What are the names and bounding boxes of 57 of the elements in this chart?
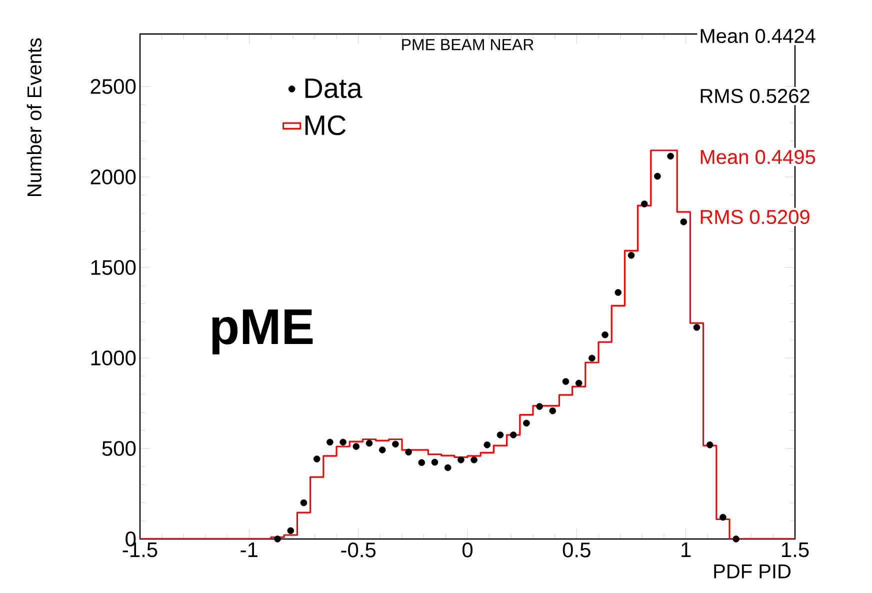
- point: [470, 456, 478, 464]
- point: [523, 420, 530, 427]
- point: [352, 443, 360, 450]
- legend-label: MC: [305, 115, 346, 136]
- annotation: RMS 0.5209: [700, 210, 810, 224]
- y-tick-label: 500: [102, 441, 136, 456]
- x-tick-label: 0: [462, 542, 473, 558]
- point: [667, 152, 674, 160]
- point: [287, 527, 294, 534]
- point: [628, 252, 635, 259]
- point: [720, 514, 726, 521]
- annotation: RMS 0.5262: [700, 88, 810, 104]
- x-tick-label: -1: [240, 542, 258, 557]
- x-tick-label: -0.5: [341, 542, 376, 558]
- x-tick-label: 1.5: [782, 542, 809, 558]
- point: [458, 456, 464, 464]
- y-axis-title: Number of Events: [26, 38, 42, 196]
- point: [640, 200, 648, 208]
- point: [654, 172, 661, 180]
- point: [693, 324, 700, 331]
- chart-title: PME BEAM NEAR: [402, 39, 534, 50]
- point: [562, 378, 570, 385]
- annotation: Mean 0.4424: [700, 28, 816, 44]
- y-tick-label: 2500: [90, 79, 136, 94]
- point: [300, 499, 308, 506]
- point: [536, 403, 543, 410]
- point: [340, 438, 346, 446]
- point: [392, 440, 399, 448]
- point: [313, 456, 320, 462]
- point: [732, 536, 740, 542]
- annotation: pME: [212, 310, 313, 354]
- x-tick-label: 1: [682, 542, 691, 557]
- point: [602, 331, 608, 338]
- point: [575, 380, 582, 387]
- point: [614, 289, 622, 296]
- y-tick-label: 1500: [91, 260, 136, 275]
- point: [706, 441, 714, 448]
- legend-label: Data: [305, 78, 362, 98]
- point: [326, 438, 334, 446]
- point: [549, 407, 556, 414]
- point: [431, 458, 438, 466]
- point: [680, 218, 688, 226]
- point: [405, 448, 412, 456]
- point: [366, 440, 373, 447]
- x-tick-label: 0.5: [562, 542, 590, 558]
- point: [484, 441, 491, 448]
- point: [588, 354, 596, 362]
- y-tick-label: 1000: [91, 350, 136, 366]
- point: [378, 446, 386, 454]
- annotation: Mean 0.4495: [700, 150, 816, 164]
- point: [418, 459, 426, 466]
- point: [444, 464, 452, 472]
- y-tick-label: 2000: [90, 170, 136, 184]
- x-axis-title: PDF PID: [714, 564, 790, 578]
- point: [510, 432, 517, 438]
- point: [274, 536, 281, 542]
- point: [496, 432, 504, 438]
